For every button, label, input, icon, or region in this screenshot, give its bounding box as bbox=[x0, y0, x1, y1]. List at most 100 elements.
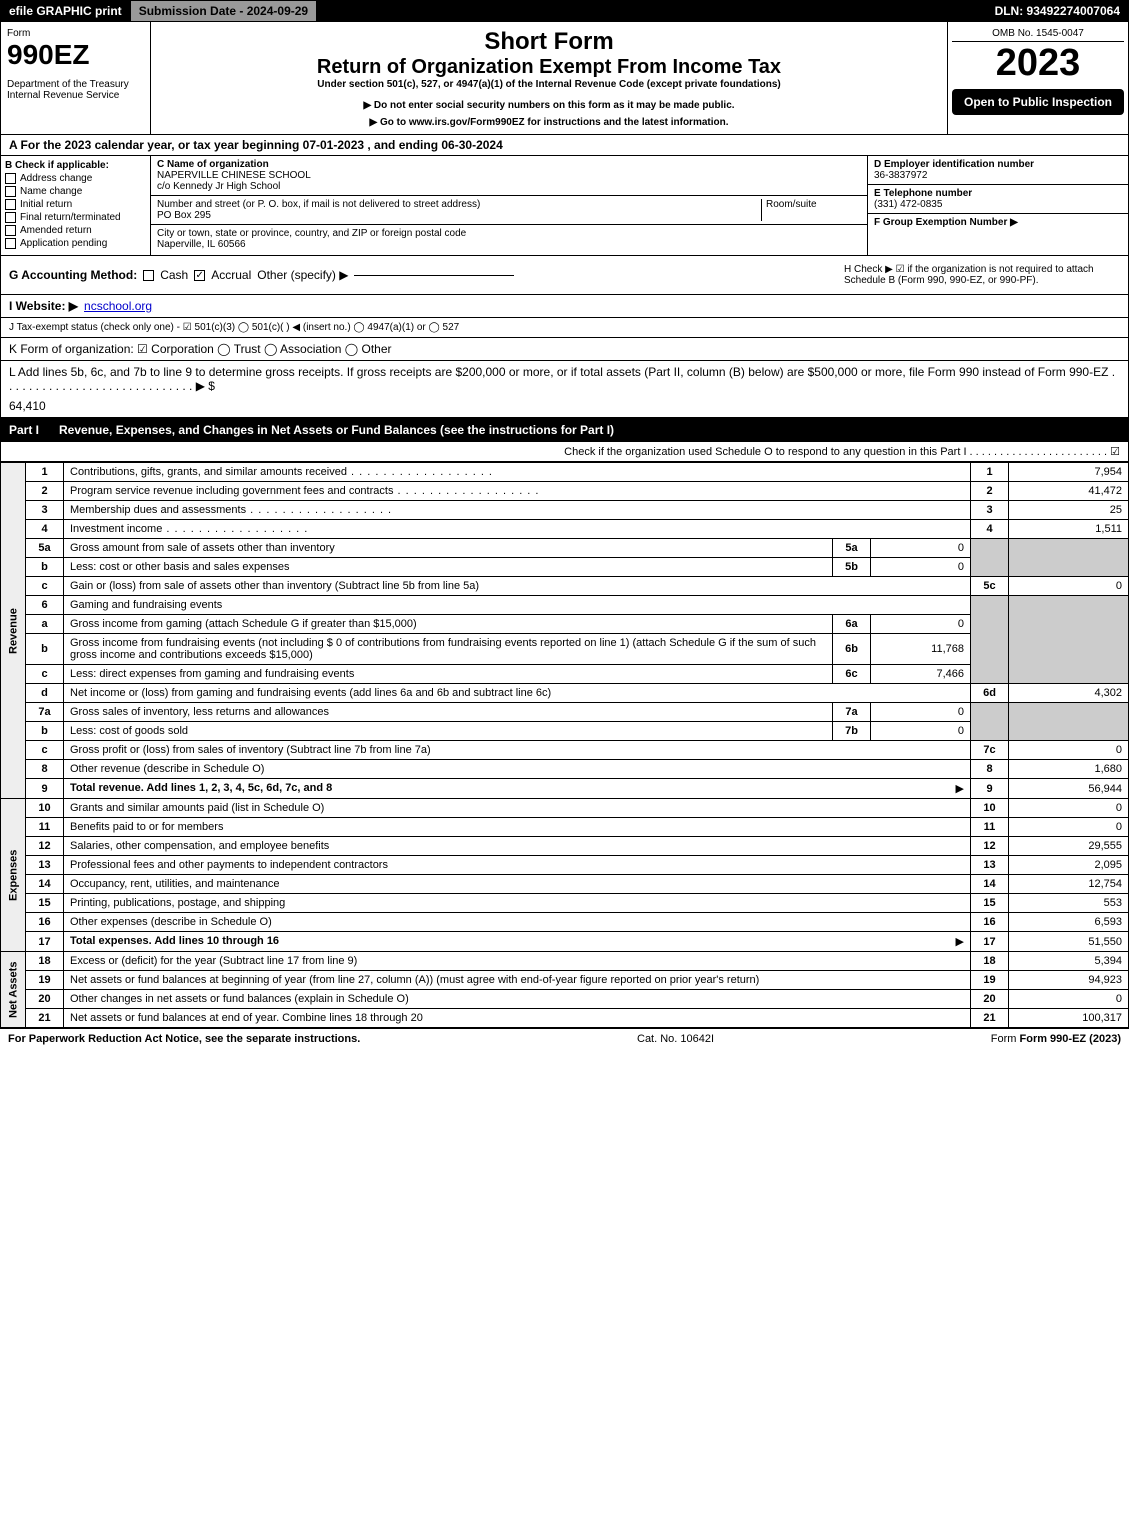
line14-text: Occupancy, rent, utilities, and maintena… bbox=[64, 875, 971, 894]
website-link[interactable]: ncschool.org bbox=[84, 299, 152, 313]
line5b-text: Less: cost or other basis and sales expe… bbox=[64, 558, 833, 577]
line4-text: Investment income bbox=[64, 520, 971, 539]
form-word: Form bbox=[7, 28, 144, 39]
part1-header: Part I Revenue, Expenses, and Changes in… bbox=[0, 418, 1129, 442]
l-text: L Add lines 5b, 6c, and 7b to line 9 to … bbox=[9, 365, 1120, 393]
other-specify-input[interactable] bbox=[354, 275, 514, 276]
line6a-text: Gross income from gaming (attach Schedul… bbox=[64, 615, 833, 634]
tax-year: 2023 bbox=[952, 42, 1124, 85]
address-change-checkbox[interactable] bbox=[5, 173, 16, 184]
line8-text: Other revenue (describe in Schedule O) bbox=[64, 760, 971, 779]
amended-return-label: Amended return bbox=[20, 225, 92, 236]
goto-note[interactable]: ▶ Go to www.irs.gov/Form990EZ for instru… bbox=[157, 117, 941, 128]
cash-label: Cash bbox=[160, 268, 188, 282]
amended-return-checkbox[interactable] bbox=[5, 225, 16, 236]
row-l-gross-receipts: L Add lines 5b, 6c, and 7b to line 9 to … bbox=[0, 361, 1129, 418]
efile-label[interactable]: efile GRAPHIC print bbox=[1, 1, 131, 21]
open-to-public: Open to Public Inspection bbox=[952, 89, 1124, 115]
ssn-note: ▶ Do not enter social security numbers o… bbox=[157, 100, 941, 111]
form-number: 990EZ bbox=[7, 39, 144, 71]
street-value: PO Box 295 bbox=[157, 210, 761, 221]
line6a-subamt: 0 bbox=[871, 615, 971, 634]
line3-amt: 25 bbox=[1009, 501, 1129, 520]
city-label: City or town, state or province, country… bbox=[157, 228, 466, 239]
part1-check-o: Check if the organization used Schedule … bbox=[0, 442, 1129, 462]
page-footer: For Paperwork Reduction Act Notice, see … bbox=[0, 1028, 1129, 1049]
dept-label: Department of the Treasury Internal Reve… bbox=[7, 79, 144, 101]
netassets-side-label: Net Assets bbox=[1, 952, 26, 1028]
line12-text: Salaries, other compensation, and employ… bbox=[64, 837, 971, 856]
website-label: I Website: ▶ bbox=[9, 299, 78, 313]
org-name: NAPERVILLE CHINESE SCHOOL bbox=[157, 170, 861, 181]
row-k-form-org: K Form of organization: ☑ Corporation ◯ … bbox=[0, 338, 1129, 361]
line5a-subamt: 0 bbox=[871, 539, 971, 558]
line19-amt: 94,923 bbox=[1009, 971, 1129, 990]
l-amount: 64,410 bbox=[9, 399, 46, 413]
row-j-tax-exempt: J Tax-exempt status (check only one) - ☑… bbox=[0, 318, 1129, 338]
line10-amt: 0 bbox=[1009, 799, 1129, 818]
application-pending-checkbox[interactable] bbox=[5, 238, 16, 249]
expenses-side-label: Expenses bbox=[1, 799, 26, 952]
ein-value: 36-3837972 bbox=[874, 170, 1122, 181]
line21-text: Net assets or fund balances at end of ye… bbox=[64, 1009, 971, 1028]
final-return-checkbox[interactable] bbox=[5, 212, 16, 223]
group-exemption-label: F Group Exemption Number ▶ bbox=[874, 217, 1122, 228]
revenue-side-label: Revenue bbox=[1, 463, 26, 799]
line6b-text: Gross income from fundraising events (no… bbox=[64, 634, 833, 665]
org-name-label: C Name of organization bbox=[157, 159, 861, 170]
line5b-subamt: 0 bbox=[871, 558, 971, 577]
line17-amt: 51,550 bbox=[1009, 932, 1129, 952]
line19-text: Net assets or fund balances at beginning… bbox=[64, 971, 971, 990]
final-return-label: Final return/terminated bbox=[20, 212, 121, 223]
line5c-text: Gain or (loss) from sale of assets other… bbox=[64, 577, 971, 596]
phone-value: (331) 472-0835 bbox=[874, 199, 1122, 210]
footer-right: Form Form 990-EZ (2023) bbox=[991, 1033, 1121, 1045]
line18-text: Excess or (deficit) for the year (Subtra… bbox=[64, 952, 971, 971]
line16-text: Other expenses (describe in Schedule O) bbox=[64, 913, 971, 932]
dln: DLN: 93492274007064 bbox=[987, 1, 1128, 21]
line21-amt: 100,317 bbox=[1009, 1009, 1129, 1028]
cash-checkbox[interactable] bbox=[143, 270, 154, 281]
initial-return-checkbox[interactable] bbox=[5, 199, 16, 210]
line6c-text: Less: direct expenses from gaming and fu… bbox=[64, 665, 833, 684]
line3-text: Membership dues and assessments bbox=[64, 501, 971, 520]
street-label: Number and street (or P. O. box, if mail… bbox=[157, 199, 480, 210]
line1-text: Contributions, gifts, grants, and simila… bbox=[64, 463, 971, 482]
other-label: Other (specify) ▶ bbox=[257, 268, 348, 282]
initial-return-label: Initial return bbox=[20, 199, 72, 210]
line13-text: Professional fees and other payments to … bbox=[64, 856, 971, 875]
line4-amt: 1,511 bbox=[1009, 520, 1129, 539]
line7b-subamt: 0 bbox=[871, 722, 971, 741]
line5a-text: Gross amount from sale of assets other t… bbox=[64, 539, 833, 558]
line7c-amt: 0 bbox=[1009, 741, 1129, 760]
line17-text: Total expenses. Add lines 10 through 16 bbox=[70, 935, 279, 947]
line7b-text: Less: cost of goods sold bbox=[64, 722, 833, 741]
line9-amt: 56,944 bbox=[1009, 779, 1129, 799]
line20-amt: 0 bbox=[1009, 990, 1129, 1009]
line12-amt: 29,555 bbox=[1009, 837, 1129, 856]
accrual-label: Accrual bbox=[211, 268, 251, 282]
application-pending-label: Application pending bbox=[20, 238, 107, 249]
short-form-label: Short Form bbox=[157, 28, 941, 56]
line6c-subamt: 7,466 bbox=[871, 665, 971, 684]
room-suite-label: Room/suite bbox=[766, 199, 817, 210]
part1-title: Revenue, Expenses, and Changes in Net As… bbox=[59, 423, 614, 437]
accrual-checkbox[interactable] bbox=[194, 270, 205, 281]
org-care-of: c/o Kennedy Jr High School bbox=[157, 181, 861, 192]
line7a-text: Gross sales of inventory, less returns a… bbox=[64, 703, 833, 722]
g-label: G Accounting Method: bbox=[9, 268, 137, 282]
under-section: Under section 501(c), 527, or 4947(a)(1)… bbox=[157, 79, 941, 90]
address-change-label: Address change bbox=[20, 173, 92, 184]
return-title: Return of Organization Exempt From Incom… bbox=[157, 56, 941, 79]
name-change-label: Name change bbox=[20, 186, 82, 197]
line7a-subamt: 0 bbox=[871, 703, 971, 722]
row-a-calendar-year: A For the 2023 calendar year, or tax yea… bbox=[0, 135, 1129, 156]
footer-left: For Paperwork Reduction Act Notice, see … bbox=[8, 1033, 360, 1045]
line6b-subamt: 11,768 bbox=[871, 634, 971, 665]
name-change-checkbox[interactable] bbox=[5, 186, 16, 197]
line11-amt: 0 bbox=[1009, 818, 1129, 837]
col-def: D Employer identification number 36-3837… bbox=[868, 156, 1128, 255]
line16-amt: 6,593 bbox=[1009, 913, 1129, 932]
col-b-header: B Check if applicable: bbox=[5, 160, 146, 171]
row-i-website: I Website: ▶ ncschool.org bbox=[0, 295, 1129, 318]
